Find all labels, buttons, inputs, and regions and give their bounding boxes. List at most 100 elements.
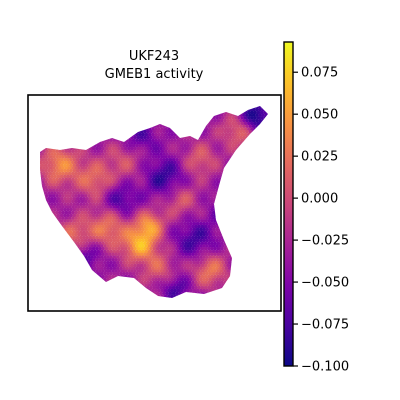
spot — [63, 135, 67, 140]
spot — [115, 199, 120, 204]
spot — [58, 177, 62, 181]
spot — [147, 255, 152, 259]
spot — [258, 274, 262, 279]
spot — [136, 157, 141, 162]
spot — [141, 177, 145, 181]
spot — [34, 102, 38, 106]
spot — [119, 106, 123, 109]
spot — [99, 121, 104, 126]
spot — [232, 208, 237, 212]
spot — [131, 121, 136, 126]
spot — [266, 221, 268, 226]
spot — [226, 269, 230, 273]
spot — [146, 113, 150, 117]
spot — [239, 102, 243, 106]
spot — [109, 110, 113, 115]
spot — [175, 230, 179, 234]
spot — [119, 116, 123, 120]
spot — [66, 107, 70, 112]
spot — [235, 213, 240, 218]
spot — [255, 169, 259, 173]
spot — [197, 191, 201, 195]
spot — [67, 116, 72, 120]
spot — [175, 180, 179, 184]
spot — [53, 196, 57, 201]
spot — [117, 107, 121, 112]
spot — [85, 152, 89, 156]
spot — [77, 221, 81, 226]
spot — [247, 210, 251, 215]
spot — [167, 205, 171, 209]
spot — [234, 155, 238, 159]
spot — [42, 121, 46, 126]
spot — [146, 135, 150, 140]
spot — [136, 258, 141, 262]
spot — [237, 155, 241, 159]
spot — [87, 244, 91, 248]
spot — [45, 227, 49, 232]
spot — [160, 116, 165, 120]
spot — [200, 269, 205, 273]
spot — [107, 152, 112, 156]
spot — [138, 110, 142, 115]
spot — [139, 124, 144, 129]
spot — [210, 269, 214, 273]
spot — [43, 219, 48, 223]
spot — [72, 169, 77, 173]
spot — [255, 141, 259, 145]
spot — [187, 213, 192, 218]
spot — [243, 199, 248, 204]
spot — [248, 247, 253, 251]
spot — [267, 191, 268, 195]
spot — [101, 241, 105, 245]
spot — [233, 102, 237, 106]
spot — [112, 177, 117, 181]
spot — [173, 110, 177, 115]
spot — [178, 180, 182, 184]
spot — [243, 106, 248, 109]
spot — [42, 127, 46, 131]
spot — [237, 249, 241, 254]
spot — [64, 255, 69, 259]
spot — [139, 180, 144, 184]
spot — [216, 247, 221, 251]
spot — [232, 196, 237, 201]
spot — [122, 266, 126, 271]
spot — [72, 135, 77, 140]
spot — [128, 244, 133, 248]
spot — [34, 225, 38, 229]
spot — [122, 121, 126, 126]
spot — [235, 135, 240, 140]
spot — [117, 241, 121, 245]
spot — [195, 166, 200, 170]
spot — [242, 157, 246, 162]
spot — [195, 132, 200, 137]
spot — [203, 118, 208, 123]
spot — [122, 216, 126, 220]
spot — [170, 121, 174, 126]
spot — [40, 258, 41, 262]
spot — [175, 269, 179, 273]
spot — [36, 155, 40, 159]
spot — [187, 113, 192, 117]
spot — [106, 227, 110, 232]
spot — [48, 288, 53, 293]
spot — [61, 194, 65, 198]
spot — [67, 255, 72, 259]
spot — [106, 216, 110, 220]
spot — [111, 169, 115, 173]
spot — [120, 202, 125, 206]
spot — [75, 269, 80, 273]
spot — [176, 171, 181, 176]
spot — [208, 216, 213, 220]
spot — [151, 249, 155, 254]
spot — [66, 280, 70, 284]
spot — [200, 185, 205, 190]
spot — [245, 235, 249, 240]
spot — [85, 202, 89, 206]
spot — [36, 283, 40, 287]
spot — [74, 244, 78, 248]
spot — [239, 152, 243, 156]
spot — [48, 166, 53, 170]
spot — [40, 113, 45, 117]
